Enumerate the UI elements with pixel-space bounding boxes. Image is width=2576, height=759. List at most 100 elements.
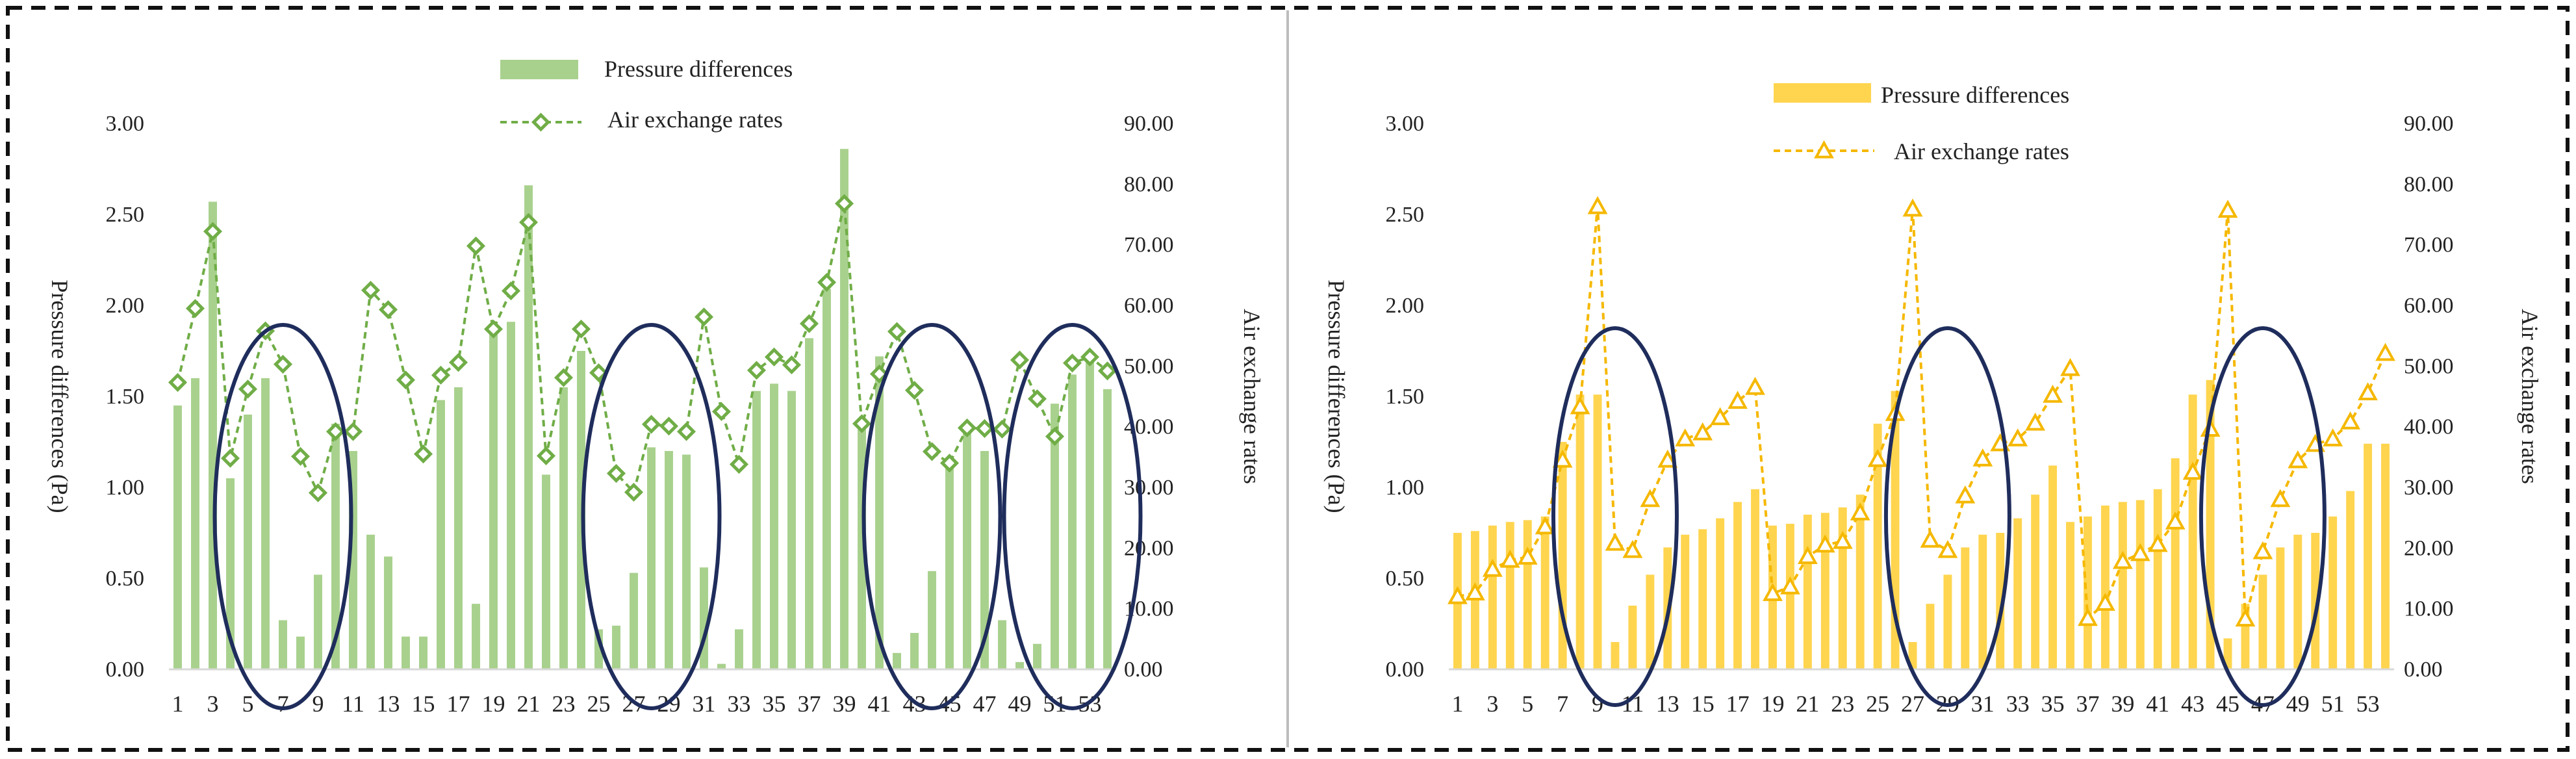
right-y-tick-label: 30.00 [2404, 476, 2454, 500]
pressure-bar-24 [1855, 495, 1865, 669]
right-y-tick-label: 20.00 [2404, 536, 2454, 560]
left-y-tick-label: 2.50 [106, 203, 145, 227]
right-y-tick-label: 60.00 [1124, 294, 1174, 318]
x-tick-label: 3 [1486, 691, 1498, 717]
air-exchange-marker-10 [1605, 532, 1626, 551]
pressure-bar-16 [1716, 518, 1725, 669]
pressure-bar-21 [1803, 515, 1812, 669]
left-y-tick-label: 1.50 [1386, 385, 1425, 409]
air-exchange-marker-53 [2358, 382, 2378, 400]
x-tick-label: 39 [833, 691, 856, 717]
x-tick-label: 31 [693, 691, 716, 717]
pressure-bar-10 [331, 424, 340, 669]
air-exchange-marker-18 [466, 236, 486, 256]
highlight-ellipse [212, 323, 353, 710]
x-tick-label: 17 [447, 691, 470, 717]
pressure-bar-15 [1698, 529, 1707, 669]
right-y-axis-title: Air exchange rates [2517, 309, 2543, 484]
right-y-tick-label: 0.00 [1124, 658, 1163, 682]
pressure-bar-9 [314, 574, 322, 669]
air-exchange-marker-34 [2025, 412, 2046, 431]
air-exchange-marker-25 [1867, 448, 1888, 467]
pressure-bar-45 [945, 458, 954, 669]
air-exchange-marker-15 [1692, 422, 1713, 441]
left-y-tick-label: 0.00 [1386, 658, 1425, 682]
air-exchange-marker-1 [1447, 585, 1468, 604]
right-y-tick-label: 30.00 [1124, 476, 1174, 500]
air-exchange-marker-18 [1745, 376, 1765, 395]
highlight-ellipse [581, 323, 722, 710]
air-exchange-marker-30 [1955, 485, 1976, 504]
x-tick-label: 19 [1761, 691, 1784, 717]
x-tick-label: 33 [728, 691, 751, 717]
air-exchange-marker-51 [2323, 428, 2343, 446]
right-y-tick-label: 20.00 [1124, 536, 1174, 560]
air-exchange-marker-22 [536, 446, 556, 466]
pressure-bar-30 [682, 454, 691, 669]
highlight-ellipse [1883, 326, 2011, 707]
pressure-bar-34 [2031, 495, 2040, 669]
pressure-bar-5 [244, 415, 252, 669]
x-tick-label: 9 [1592, 691, 1603, 717]
air-exchange-marker-10 [325, 422, 346, 441]
x-tick-label: 7 [277, 691, 289, 717]
air-exchange-marker-12 [1640, 489, 1661, 508]
air-exchange-marker-7 [1552, 449, 1573, 468]
pressure-bar-16 [437, 400, 445, 669]
pressure-bar-49 [1015, 662, 1024, 669]
right-y-tick-label: 0.00 [2404, 658, 2443, 682]
x-tick-label: 23 [552, 691, 576, 717]
right-y-tick-label: 80.00 [2404, 172, 2454, 196]
left-y-tick-label: 0.50 [1386, 567, 1425, 591]
air-exchange-marker-36 [782, 355, 802, 375]
air-exchange-marker-2 [185, 299, 205, 318]
highlight-ellipse [1002, 323, 1143, 710]
pressure-bar-31 [700, 567, 708, 669]
x-tick-label: 5 [242, 691, 254, 717]
pressure-bar-6 [1540, 516, 1549, 669]
air-exchange-marker-30 [676, 422, 696, 441]
air-exchange-marker-45 [939, 454, 960, 473]
pressure-bar-15 [419, 636, 427, 669]
air-exchange-marker-40 [2130, 543, 2150, 561]
pressure-bar-4 [1505, 522, 1514, 669]
x-tick-label: 7 [1557, 691, 1568, 717]
air-exchange-marker-11 [1622, 539, 1643, 558]
air-exchange-marker-5 [238, 380, 258, 399]
air-exchange-marker-20 [1780, 576, 1800, 595]
right-y-tick-label: 80.00 [1124, 172, 1174, 196]
legend-line-label: Air exchange rates [607, 107, 783, 133]
left-y-tick-label: 3.00 [106, 112, 145, 136]
pressure-bar-48 [2276, 547, 2285, 669]
air-exchange-marker-19 [483, 319, 504, 339]
x-tick-label: 31 [1971, 691, 1995, 717]
pressure-bar-30 [1961, 547, 1970, 669]
pressure-bar-1 [173, 405, 182, 669]
left-y-tick-label: 1.00 [106, 476, 145, 500]
air-exchange-marker-6 [1535, 516, 1555, 535]
air-exchange-marker-15 [413, 444, 433, 464]
x-tick-label: 3 [207, 691, 219, 717]
right-y-axis-title: Air exchange rates [1239, 309, 1265, 484]
air-exchange-marker-9 [308, 483, 328, 502]
pressure-bar-47 [980, 451, 989, 669]
x-tick-label: 47 [973, 691, 997, 717]
pressure-bar-33 [735, 629, 743, 669]
air-exchange-marker-41 [2147, 534, 2168, 552]
pressure-bar-27 [630, 572, 638, 669]
highlight-ellipse [2199, 326, 2327, 707]
air-exchange-marker-50 [1027, 389, 1047, 409]
air-exchange-marker-45 [2217, 199, 2238, 218]
air-exchange-marker-52 [1062, 354, 1082, 373]
air-exchange-marker-27 [1902, 198, 1923, 217]
air-exchange-marker-47 [2252, 541, 2273, 560]
pressure-bar-3 [209, 201, 217, 669]
pressure-bar-35 [770, 383, 778, 669]
air-exchange-marker-49 [1010, 350, 1030, 370]
pressure-bar-6 [261, 378, 270, 669]
x-tick-label: 25 [587, 691, 611, 717]
air-exchange-marker-21 [518, 212, 539, 232]
pressure-bar-42 [2171, 458, 2180, 669]
left-y-tick-label: 1.50 [106, 385, 145, 409]
air-exchange-marker-51 [1045, 427, 1065, 446]
